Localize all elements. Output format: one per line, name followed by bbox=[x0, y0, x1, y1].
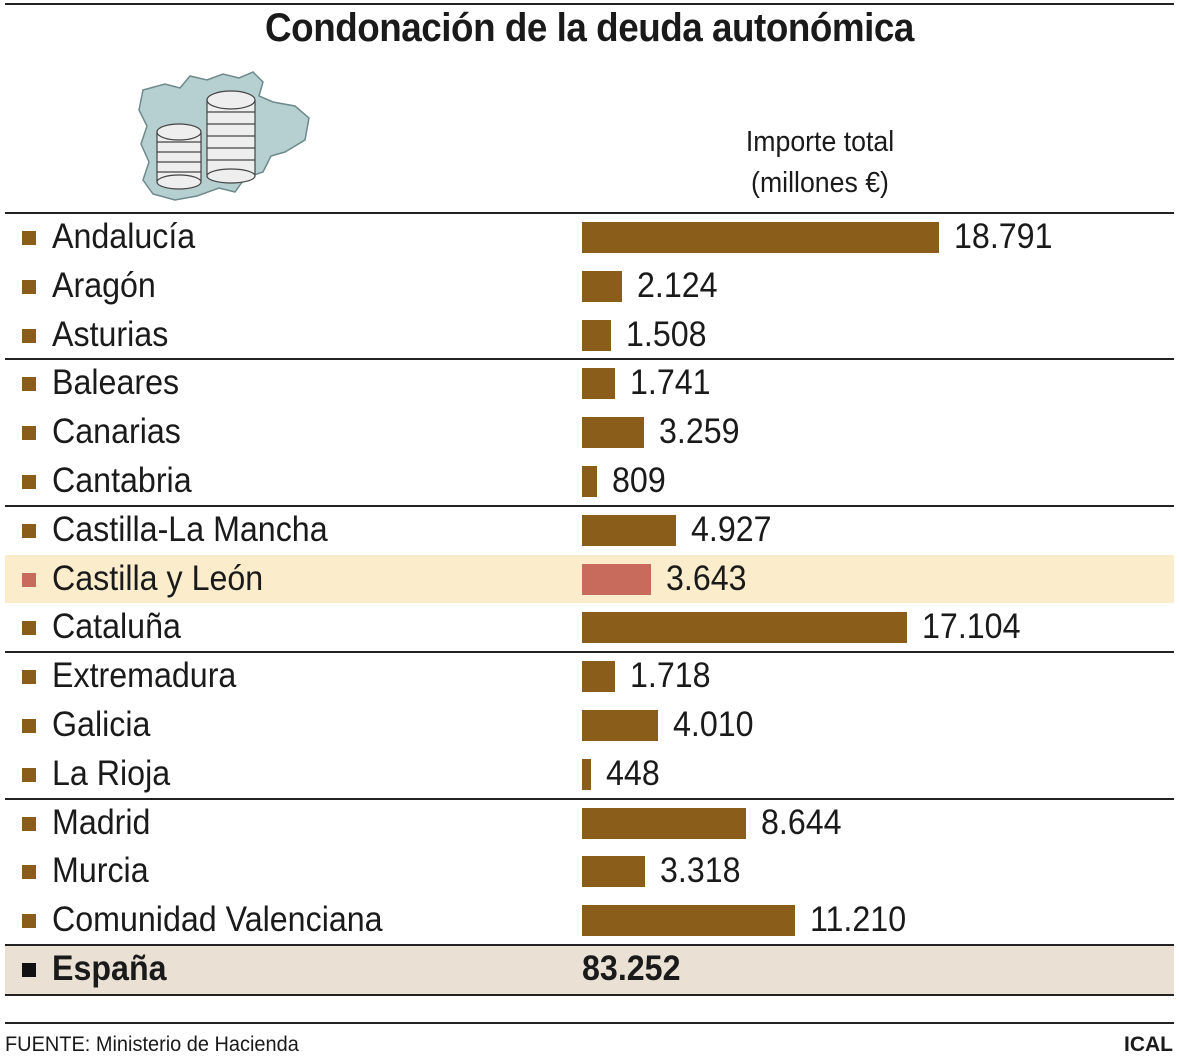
chart-title: Condonación de la deuda autonómica bbox=[265, 6, 914, 50]
bar bbox=[582, 856, 646, 888]
region-label: La Rioja bbox=[52, 753, 171, 793]
table-row: Extremadura 1.718 bbox=[5, 652, 1174, 701]
bullet-marker bbox=[22, 719, 36, 733]
total-label: España bbox=[52, 949, 167, 988]
bar bbox=[582, 514, 676, 546]
table-row: La Rioja 448 bbox=[5, 750, 1174, 799]
top-rule bbox=[5, 3, 1174, 5]
region-label: Galicia bbox=[52, 705, 151, 744]
bar bbox=[582, 905, 795, 937]
total-row: España 83.252 bbox=[5, 945, 1174, 994]
bullet-marker bbox=[22, 963, 36, 977]
region-label: Canarias bbox=[52, 412, 181, 452]
table-row: Asturias 1.508 bbox=[5, 311, 1174, 360]
group-separator bbox=[5, 504, 1174, 507]
bullet-marker bbox=[22, 865, 36, 880]
table-row: Baleares 1.741 bbox=[5, 359, 1174, 408]
bar-value-label: 3.318 bbox=[660, 851, 741, 891]
group-separator bbox=[5, 358, 1174, 361]
region-label: Extremadura bbox=[52, 656, 237, 696]
region-label: Andalucía bbox=[52, 217, 196, 256]
bullet-marker bbox=[22, 279, 36, 294]
bar bbox=[582, 710, 659, 741]
region-label: Cataluña bbox=[52, 607, 181, 647]
table-row: Cantabria 809 bbox=[5, 457, 1174, 506]
bar-value-label: 2.124 bbox=[637, 265, 718, 305]
region-label: Castilla y León bbox=[52, 558, 264, 598]
bar bbox=[582, 319, 611, 351]
bullet-marker bbox=[22, 328, 36, 343]
bullet-marker bbox=[22, 767, 36, 782]
map-with-coin-stacks-icon bbox=[138, 71, 310, 201]
bar-value-label: 17.104 bbox=[921, 607, 1021, 647]
group-separator bbox=[5, 797, 1174, 800]
table-row: Castilla-La Mancha 4.927 bbox=[5, 506, 1174, 555]
region-label: Murcia bbox=[52, 851, 149, 891]
table-row: Madrid 8.644 bbox=[5, 799, 1174, 848]
value-column-label-line1: Importe total bbox=[745, 126, 895, 158]
region-label: Cantabria bbox=[52, 461, 192, 500]
bullet-marker bbox=[22, 426, 36, 441]
table-row: Aragón 2.124 bbox=[5, 262, 1174, 311]
table-row: Cataluña 17.104 bbox=[5, 603, 1174, 652]
table-row: Andalucía 18.791 bbox=[5, 213, 1174, 262]
bar-value-label: 1.741 bbox=[630, 363, 711, 403]
table-row: Comunidad Valenciana 11.210 bbox=[5, 896, 1174, 945]
value-column-label-line2: (millones €) bbox=[751, 167, 889, 199]
bar-value-label: 4.010 bbox=[673, 705, 754, 744]
bar-value-label: 3.259 bbox=[658, 412, 740, 452]
bullet-marker bbox=[22, 816, 36, 831]
region-label: Asturias bbox=[52, 314, 169, 354]
bar-value-label: 1.718 bbox=[629, 656, 711, 696]
credit-label: ICAL bbox=[1124, 1033, 1173, 1056]
group-separator bbox=[5, 944, 1174, 946]
bar-value-label: 448 bbox=[605, 753, 660, 793]
bullet-marker bbox=[22, 475, 36, 489]
bar bbox=[582, 661, 615, 693]
bar-value-label: 809 bbox=[612, 461, 667, 500]
bullet-marker bbox=[22, 621, 36, 636]
bullet-marker bbox=[22, 670, 36, 685]
group-separator bbox=[5, 651, 1174, 654]
bar bbox=[582, 807, 747, 839]
table-top-rule bbox=[5, 212, 1174, 214]
bar bbox=[582, 466, 598, 497]
bar-value-label: 3.643 bbox=[666, 558, 747, 598]
bar bbox=[582, 368, 616, 400]
table-row: Canarias 3.259 bbox=[5, 408, 1174, 457]
total-value: 83.252 bbox=[582, 949, 681, 988]
bar bbox=[582, 758, 591, 790]
bar-value-label: 8.644 bbox=[761, 802, 842, 842]
region-label: Baleares bbox=[52, 363, 180, 403]
bar bbox=[582, 612, 907, 644]
bar bbox=[582, 270, 623, 302]
bar-value-label: 1.508 bbox=[625, 314, 707, 354]
table-bottom-rule bbox=[5, 993, 1174, 996]
table-row: Galicia 4.010 bbox=[5, 701, 1174, 750]
source-note: FUENTE: Ministerio de Hacienda bbox=[5, 1033, 299, 1056]
bar bbox=[582, 563, 652, 595]
bullet-marker bbox=[22, 914, 36, 929]
bar bbox=[582, 417, 644, 449]
region-label: Comunidad Valenciana bbox=[52, 900, 383, 940]
bar-value-label: 11.210 bbox=[809, 900, 907, 940]
bar-value-label: 4.927 bbox=[690, 509, 772, 549]
bar bbox=[582, 222, 939, 253]
table-row: Castilla y León 3.643 bbox=[5, 554, 1174, 604]
region-label: Castilla-La Mancha bbox=[52, 509, 328, 549]
bar-value-label: 18.791 bbox=[954, 217, 1053, 256]
region-label: Madrid bbox=[52, 802, 151, 842]
footer-rule bbox=[5, 1022, 1174, 1024]
bullet-marker bbox=[22, 572, 36, 587]
bullet-marker bbox=[22, 231, 36, 245]
bullet-marker bbox=[22, 523, 36, 538]
table-row: Murcia 3.318 bbox=[5, 847, 1174, 896]
value-column-header: Importe total (millones €) bbox=[710, 122, 931, 204]
bullet-marker bbox=[22, 377, 36, 392]
region-label: Aragón bbox=[52, 265, 156, 305]
